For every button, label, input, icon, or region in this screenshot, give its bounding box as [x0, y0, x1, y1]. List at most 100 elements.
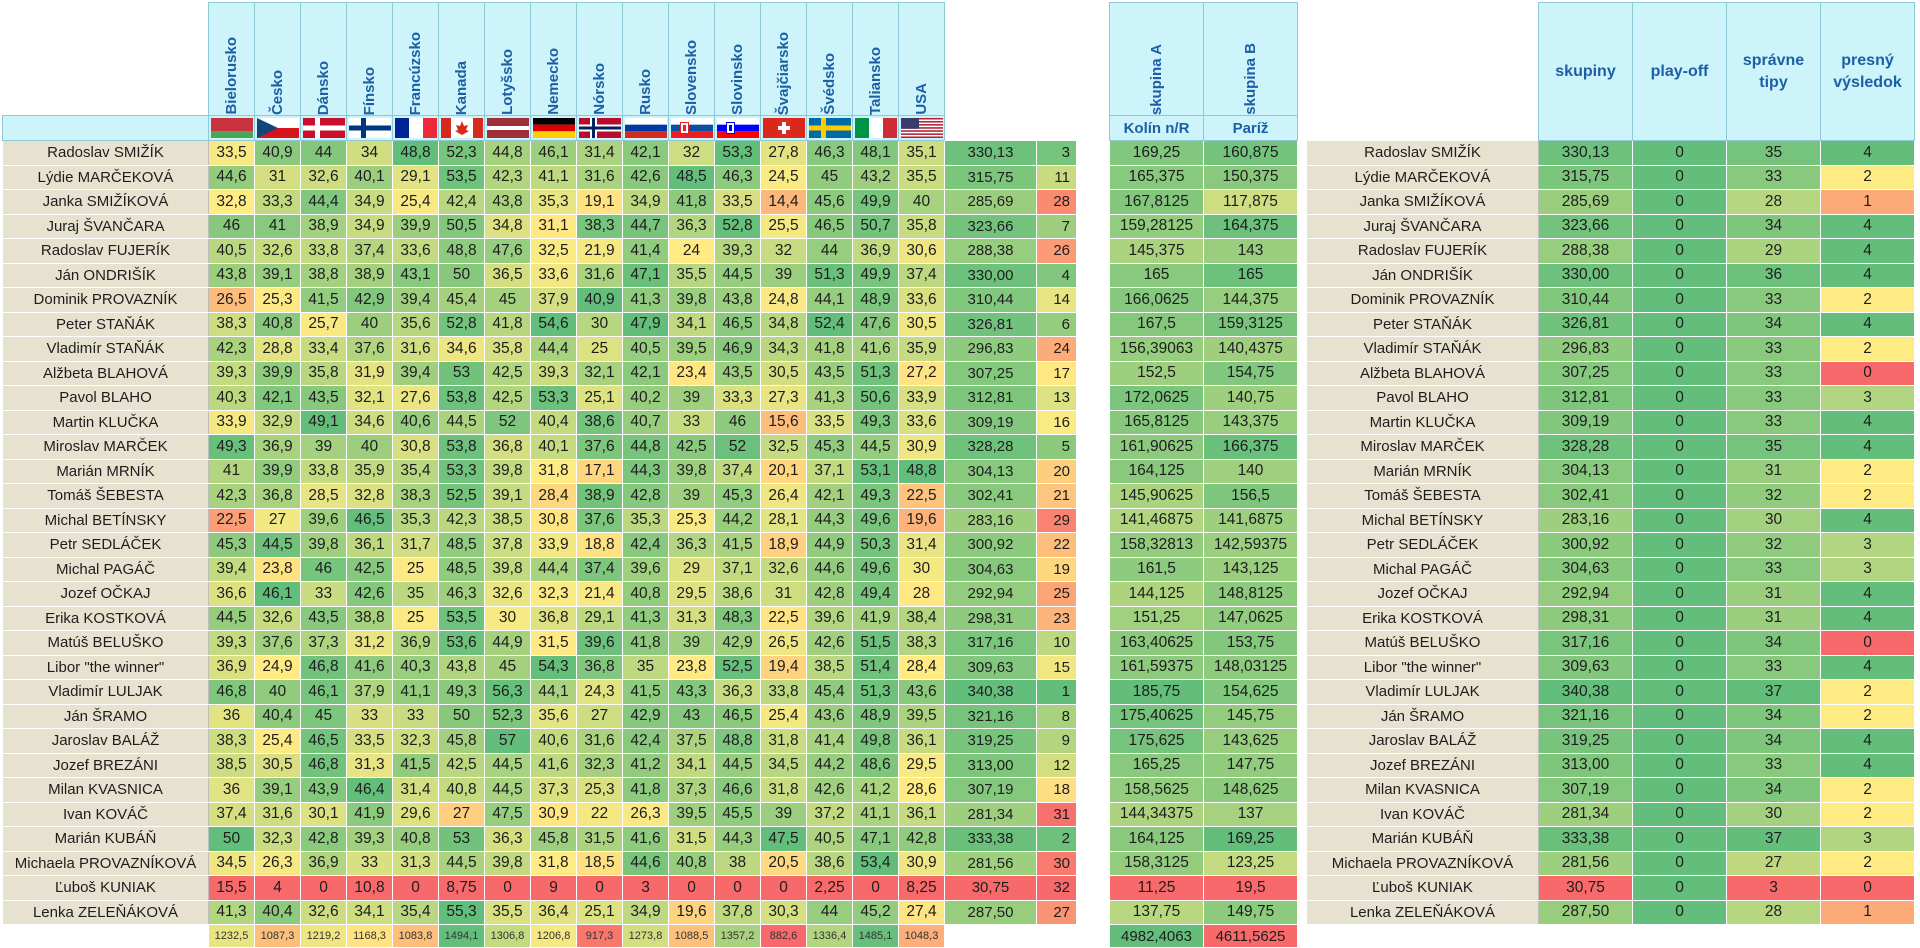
score-cell: 53,1: [852, 458, 899, 484]
score-cell: 37,9: [530, 287, 577, 313]
score-cell: 50,7: [852, 213, 899, 239]
score-cell: 34,9: [622, 189, 669, 215]
summary-presny-cell: 2: [1820, 164, 1915, 190]
rank-cell: 19: [1036, 556, 1077, 582]
summary-row: Milan KVASNICA 307,19 0 34 2: [1306, 777, 1915, 803]
score-cell: 32,6: [254, 238, 301, 264]
flag-cell: [254, 115, 301, 141]
total-cell: 312,81: [944, 385, 1037, 411]
score-cell: 42,3: [438, 507, 485, 533]
flag-cell: [392, 115, 439, 141]
group-row: 172,0625 140,75: [1109, 385, 1298, 411]
country-name: Nemecko: [545, 48, 562, 115]
summary-player-name: Michaela PROVAZNÍKOVÁ: [1306, 850, 1539, 876]
group-a-cell: 152,5: [1109, 360, 1204, 386]
score-cell: 53,8: [438, 385, 485, 411]
total-cell: 307,25: [944, 360, 1037, 386]
country-header: Francúzsko: [392, 2, 439, 116]
score-cell: 39,6: [300, 507, 347, 533]
score-cell: 31,4: [576, 140, 623, 166]
column-total-cell: 1232,5: [208, 924, 255, 948]
score-cell: 30,8: [392, 434, 439, 460]
score-cell: 29,1: [392, 164, 439, 190]
summary-presny-cell: 3: [1820, 556, 1915, 582]
country-flag-icon: [578, 118, 621, 138]
score-cell: 41,9: [346, 801, 393, 827]
summary-tipy-cell: 32: [1726, 483, 1821, 509]
score-cell: 41,2: [622, 752, 669, 778]
summary-playoff-cell: 0: [1632, 630, 1727, 656]
score-cell: 39,1: [254, 262, 301, 288]
summary-player-name: Ivan KOVÁČ: [1306, 801, 1539, 827]
score-cell: 39: [300, 434, 347, 460]
rank-cell: 10: [1036, 630, 1077, 656]
score-cell: 18,5: [576, 850, 623, 876]
score-cell: 49,6: [852, 507, 899, 533]
country-name: Slovensko: [683, 39, 700, 115]
summary-player-name: Radoslav SMIŽÍK: [1306, 140, 1539, 166]
score-cell: 29,6: [392, 801, 439, 827]
score-cell: 38,9: [300, 213, 347, 239]
score-cell: 44,3: [714, 826, 761, 852]
score-cell: 25,3: [668, 507, 715, 533]
group-b-cell: 165: [1203, 262, 1298, 288]
score-cell: 44,8: [622, 434, 669, 460]
summary-playoff-cell: 0: [1632, 777, 1727, 803]
score-cell: 30: [576, 311, 623, 337]
score-cell: 22,5: [898, 483, 945, 509]
score-cell: 32,1: [346, 385, 393, 411]
group-a-cell: 158,32813: [1109, 532, 1204, 558]
score-cell: 53,5: [438, 605, 485, 631]
summary-tipy-cell: 34: [1726, 213, 1821, 239]
score-cell: 31,6: [254, 801, 301, 827]
summary-tipy-cell: 33: [1726, 164, 1821, 190]
score-cell: 48,6: [852, 752, 899, 778]
score-cell: 41,6: [530, 752, 577, 778]
score-cell: 40,5: [208, 238, 255, 264]
score-cell: 25: [576, 336, 623, 362]
summary-playoff-cell: 0: [1632, 336, 1727, 362]
score-cell: 36,9: [254, 434, 301, 460]
group-b-cell: 137: [1203, 801, 1298, 827]
group-b-cell: 166,375: [1203, 434, 1298, 460]
country-header-row: Bielorusko Česko Dánsko Fínsko Francúzsko Kan…: [2, 2, 1077, 116]
score-cell: 38,6: [576, 409, 623, 435]
score-cell: 44,2: [714, 507, 761, 533]
score-cell: 34,8: [484, 213, 531, 239]
country-name: Švédsko: [821, 53, 838, 115]
score-cell: 39,8: [300, 532, 347, 558]
column-total-cell: 1087,3: [254, 924, 301, 948]
summary-row: Juraj ŠVANČARA 323,66 0 34 4: [1306, 213, 1915, 239]
total-cell: 283,16: [944, 507, 1037, 533]
summary-playoff-cell: 0: [1632, 752, 1727, 778]
group-row: 158,5625 148,625: [1109, 777, 1298, 803]
table-row: Vladimír STAŇÁK 42,3 28,8 33,4 37,6 31,6 34,6 3…: [2, 336, 1077, 362]
summary-skupiny-cell: 323,66: [1538, 213, 1633, 239]
summary-playoff-cell: 0: [1632, 385, 1727, 411]
score-cell: 35,6: [530, 703, 577, 729]
score-cell: 53: [438, 826, 485, 852]
score-cell: 32,6: [484, 581, 531, 607]
group-a-cell: 167,5: [1109, 311, 1204, 337]
summary-presny-cell: 1: [1820, 189, 1915, 215]
score-cell: 31,4: [898, 532, 945, 558]
score-cell: 8,75: [438, 875, 485, 901]
score-cell: 38,8: [346, 605, 393, 631]
score-cell: 40,9: [576, 287, 623, 313]
score-cell: 44,5: [484, 752, 531, 778]
score-cell: 48,5: [668, 164, 715, 190]
table-row: Jaroslav BALÁŽ 38,3 25,4 46,5 33,5 32,3 45,8 57…: [2, 728, 1077, 754]
total-cell: 340,38: [944, 679, 1037, 705]
score-cell: 32,3: [254, 826, 301, 852]
score-cell: 37,3: [300, 630, 347, 656]
group-a-cell: 145,375: [1109, 238, 1204, 264]
score-cell: 41,1: [852, 801, 899, 827]
summary-skupiny-cell: 309,19: [1538, 409, 1633, 435]
rank-cell: 29: [1036, 507, 1077, 533]
summary-playoff-cell: 0: [1632, 728, 1727, 754]
player-name: Radoslav FUJERÍK: [2, 238, 209, 264]
flag-cell: [714, 115, 761, 141]
score-cell: 33,5: [806, 409, 853, 435]
country-name: Švajčiarsko: [775, 31, 792, 115]
rank-cell: 25: [1036, 581, 1077, 607]
